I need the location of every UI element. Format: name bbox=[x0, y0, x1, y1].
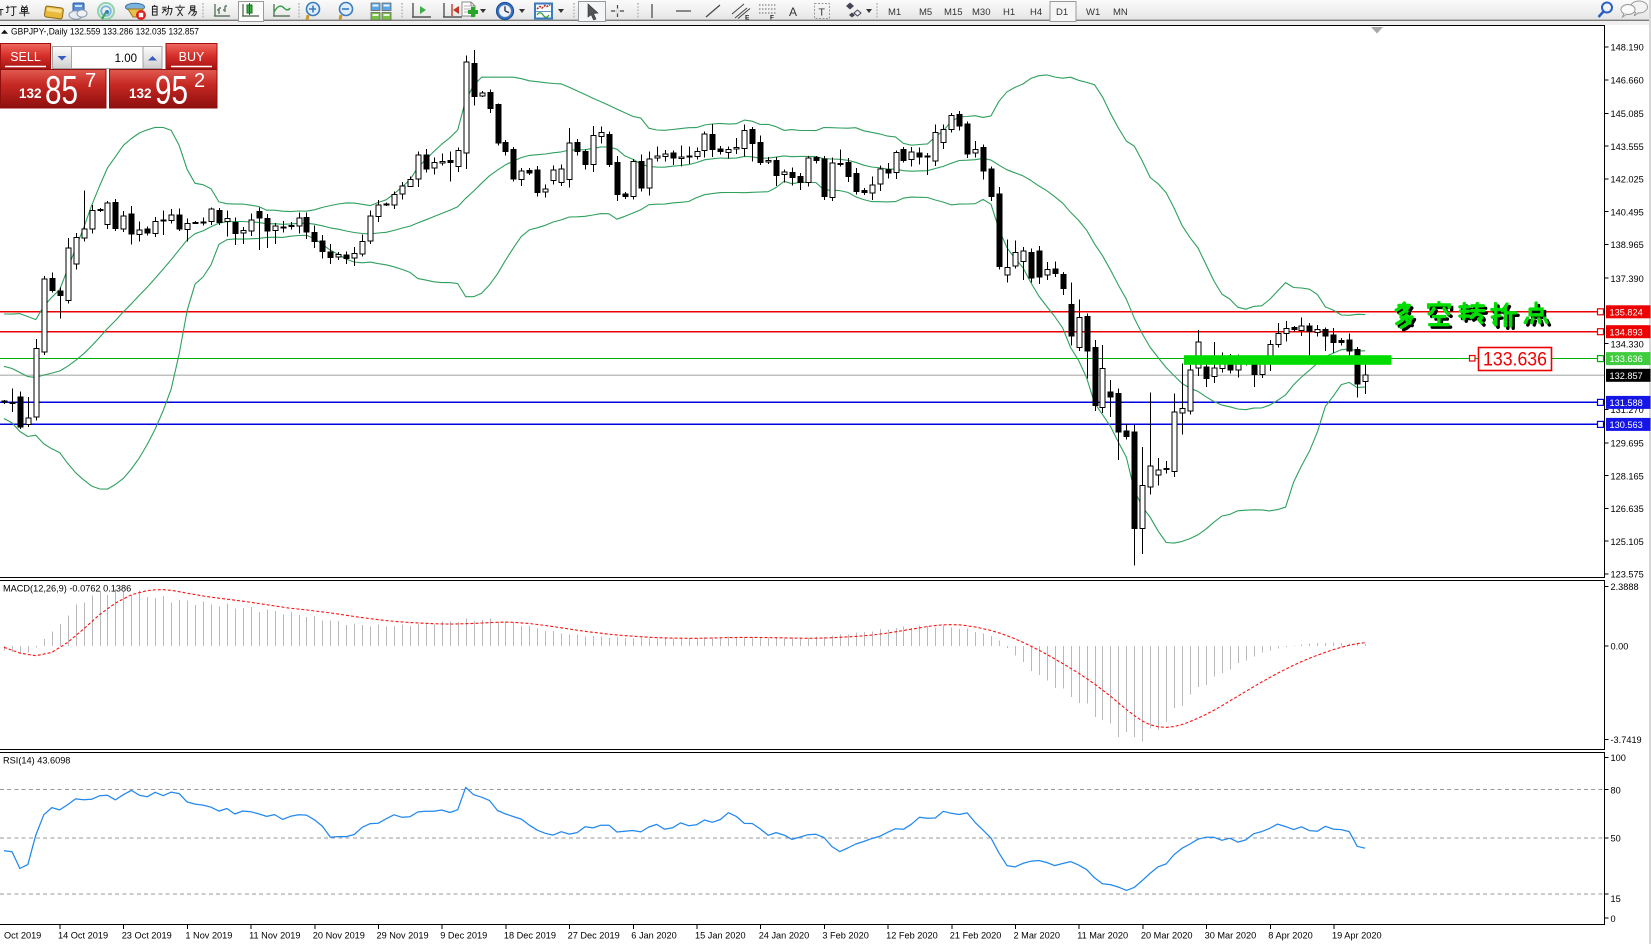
svg-text:145.085: 145.085 bbox=[1611, 109, 1644, 119]
svg-text:M15: M15 bbox=[944, 7, 962, 18]
svg-text:142.025: 142.025 bbox=[1611, 175, 1644, 185]
svg-text:133.636: 133.636 bbox=[1483, 350, 1547, 371]
svg-text:140.495: 140.495 bbox=[1611, 207, 1644, 217]
svg-text:29 Nov 2019: 29 Nov 2019 bbox=[377, 931, 429, 941]
svg-text:GBPJPY-,Daily 132.559 133.286: GBPJPY-,Daily 132.559 133.286 132.035 13… bbox=[11, 27, 199, 37]
svg-text:137.390: 137.390 bbox=[1611, 274, 1644, 284]
svg-text:15: 15 bbox=[1611, 894, 1621, 904]
svg-text:30 Mar 2020: 30 Mar 2020 bbox=[1205, 931, 1257, 941]
svg-text:M5: M5 bbox=[919, 7, 932, 18]
svg-text:2 Mar 2020: 2 Mar 2020 bbox=[1014, 931, 1060, 941]
svg-text:M30: M30 bbox=[972, 7, 990, 18]
svg-text:3 Feb 2020: 3 Feb 2020 bbox=[822, 931, 869, 941]
svg-text:132: 132 bbox=[19, 86, 42, 101]
svg-text:E: E bbox=[745, 15, 750, 22]
svg-text:128.165: 128.165 bbox=[1611, 471, 1644, 481]
svg-text:129.695: 129.695 bbox=[1611, 439, 1644, 449]
svg-text:95: 95 bbox=[155, 69, 188, 113]
svg-text:23 Oct 2019: 23 Oct 2019 bbox=[122, 931, 172, 941]
svg-text:F: F bbox=[770, 15, 774, 22]
svg-text:9 Dec 2019: 9 Dec 2019 bbox=[440, 931, 487, 941]
svg-text:H1: H1 bbox=[1003, 7, 1015, 18]
svg-text:133.636: 133.636 bbox=[1610, 354, 1643, 364]
svg-text:134.893: 134.893 bbox=[1610, 327, 1643, 337]
svg-text:27 Dec 2019: 27 Dec 2019 bbox=[568, 931, 620, 941]
svg-text:19 Apr 2020: 19 Apr 2020 bbox=[1332, 931, 1382, 941]
svg-text:A: A bbox=[789, 5, 797, 19]
svg-text:M1: M1 bbox=[888, 7, 901, 18]
svg-text:W1: W1 bbox=[1086, 7, 1100, 18]
svg-text:138.965: 138.965 bbox=[1611, 240, 1644, 250]
svg-text:148.190: 148.190 bbox=[1611, 43, 1644, 53]
svg-text:T: T bbox=[819, 7, 826, 19]
svg-text:7: 7 bbox=[85, 70, 96, 92]
svg-text:0: 0 bbox=[1611, 914, 1616, 924]
svg-text:131.588: 131.588 bbox=[1610, 398, 1643, 408]
svg-text:131.270: 131.270 bbox=[1611, 405, 1644, 415]
svg-text:143.555: 143.555 bbox=[1611, 142, 1644, 152]
svg-text:11 Mar 2020: 11 Mar 2020 bbox=[1077, 931, 1128, 941]
svg-text:8 Apr 2020: 8 Apr 2020 bbox=[1268, 931, 1312, 941]
svg-text:18 Dec 2019: 18 Dec 2019 bbox=[504, 931, 556, 941]
svg-text:-3.7419: -3.7419 bbox=[1611, 735, 1642, 745]
svg-text:6 Jan 2020: 6 Jan 2020 bbox=[631, 931, 676, 941]
svg-text:11 Nov 2019: 11 Nov 2019 bbox=[249, 931, 300, 941]
svg-text:D1: D1 bbox=[1056, 7, 1068, 18]
svg-text:132: 132 bbox=[129, 86, 152, 101]
svg-text:H4: H4 bbox=[1030, 7, 1042, 18]
svg-text:14 Oct 2019: 14 Oct 2019 bbox=[58, 931, 108, 941]
svg-text:134.330: 134.330 bbox=[1611, 339, 1644, 349]
svg-text:123.575: 123.575 bbox=[1611, 570, 1644, 580]
svg-text:85: 85 bbox=[45, 69, 78, 113]
svg-text:1 Nov 2019: 1 Nov 2019 bbox=[185, 931, 232, 941]
svg-text:MN: MN bbox=[1113, 7, 1128, 18]
svg-text:2.3888: 2.3888 bbox=[1611, 582, 1639, 592]
svg-text:20 Nov 2019: 20 Nov 2019 bbox=[313, 931, 365, 941]
svg-text:135.824: 135.824 bbox=[1610, 307, 1643, 317]
svg-text:50: 50 bbox=[1611, 834, 1621, 844]
svg-text:132.857: 132.857 bbox=[1610, 371, 1643, 381]
svg-text:MACD(12,26,9) -0.0762 0.1386: MACD(12,26,9) -0.0762 0.1386 bbox=[3, 584, 131, 594]
svg-text:0.00: 0.00 bbox=[1611, 642, 1629, 652]
svg-text:Oct 2019: Oct 2019 bbox=[4, 931, 41, 941]
svg-text:BUY: BUY bbox=[179, 50, 205, 64]
svg-text:130.563: 130.563 bbox=[1610, 420, 1643, 430]
svg-text:146.660: 146.660 bbox=[1611, 75, 1644, 85]
svg-text:20 Mar 2020: 20 Mar 2020 bbox=[1141, 931, 1193, 941]
svg-text:21 Feb 2020: 21 Feb 2020 bbox=[950, 931, 1002, 941]
svg-text:12 Feb 2020: 12 Feb 2020 bbox=[886, 931, 938, 941]
svg-text:SELL: SELL bbox=[10, 50, 41, 64]
svg-text:15 Jan 2020: 15 Jan 2020 bbox=[695, 931, 746, 941]
svg-text:RSI(14) 43.6098: RSI(14) 43.6098 bbox=[3, 756, 70, 766]
svg-text:126.635: 126.635 bbox=[1611, 504, 1644, 514]
svg-text:24 Jan 2020: 24 Jan 2020 bbox=[759, 931, 810, 941]
svg-text:2: 2 bbox=[194, 70, 205, 92]
svg-text:1.00: 1.00 bbox=[115, 53, 137, 65]
svg-text:125.105: 125.105 bbox=[1611, 537, 1644, 547]
svg-text:80: 80 bbox=[1611, 785, 1621, 795]
svg-text:100: 100 bbox=[1611, 753, 1626, 763]
